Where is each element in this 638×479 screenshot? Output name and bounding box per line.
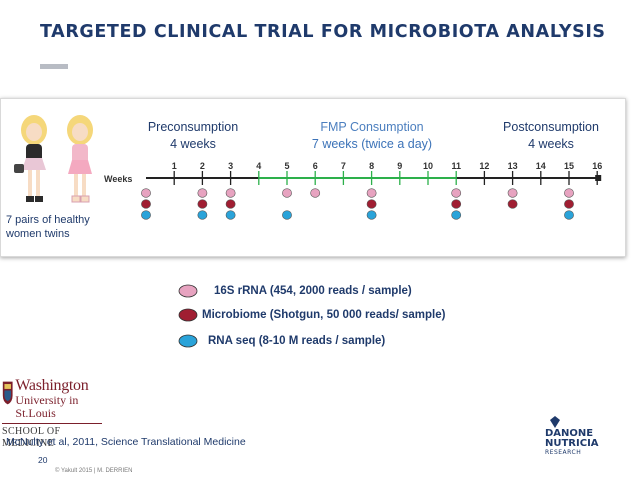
phase-duration: 7 weeks (twice a day): [311, 137, 433, 151]
tick-label: 11: [451, 161, 461, 171]
legend-swatch-icon: [178, 334, 198, 348]
logo-line: SCHOOL OF MEDICINE: [2, 423, 102, 450]
sample-dot-microbiome: [564, 199, 574, 209]
sample-dot-microbiome: [366, 199, 377, 209]
title-underline: [40, 64, 68, 69]
legend-label: 16S rRNA (454, 2000 reads / sample): [214, 285, 412, 297]
sample-dot-16s: [564, 188, 574, 198]
sample-dot-rnaseq: [225, 210, 236, 220]
tick-label: 13: [508, 161, 518, 171]
sample-dot-microbiome: [451, 199, 462, 209]
sample-dot-microbiome: [141, 199, 151, 209]
phase-label: FMP Consumption: [320, 120, 424, 134]
logo-line: RESEARCH: [545, 449, 582, 456]
sample-dot-rnaseq: [197, 210, 208, 220]
phase-label: Postconsumption: [503, 120, 599, 134]
phase-duration: 4 weeks: [528, 137, 574, 151]
tick-label: 4: [256, 161, 261, 171]
legend-label: RNA seq (8-10 M reads / sample): [208, 335, 386, 347]
copyright: © Yakult 2015 | M. DERRIEN: [55, 468, 133, 474]
twin-figure-right: [67, 115, 93, 203]
tick-label: 2: [200, 161, 205, 171]
sample-dot-16s: [197, 188, 208, 198]
logo-line: Washington: [15, 377, 89, 394]
timeline-end-marker: [595, 175, 602, 181]
legend-label: Microbiome (Shotgun, 50 000 reads/ sampl…: [202, 309, 446, 321]
tick-label: 12: [479, 161, 489, 171]
sample-dot-rnaseq: [366, 210, 377, 220]
tick-label: 1: [172, 161, 177, 171]
axis-label: Weeks: [104, 174, 132, 184]
logo-line: University in St.Louis: [15, 393, 79, 420]
sample-dot-16s: [310, 188, 321, 198]
logo-line: DANONE: [545, 428, 594, 439]
tick-label: 15: [564, 161, 574, 171]
phase-fmp-consumption: FMP Consumption 7 weeks (twice a day): [282, 119, 462, 153]
tick-label: 7: [341, 161, 346, 171]
shield-icon: [2, 381, 13, 405]
logo-line: NUTRICIA: [545, 438, 599, 449]
legend-swatch-icon: [178, 308, 198, 322]
sample-dot-16s: [507, 188, 518, 198]
phase-duration: 4 weeks: [170, 137, 216, 151]
legend-swatch-icon: [178, 284, 198, 298]
danone-logo: DANONE NUTRICIA RESEARCH: [545, 415, 625, 456]
page-number: 20: [38, 455, 48, 465]
sample-dot-microbiome: [197, 199, 208, 209]
participants-label: 7 pairs of healthy women twins: [6, 214, 90, 240]
phase-preconsumption: Preconsumption 4 weeks: [138, 119, 248, 153]
tick-label: 10: [423, 161, 433, 171]
sample-dot-16s: [225, 188, 236, 198]
tick-label: 9: [397, 161, 402, 171]
sample-dot-rnaseq: [282, 210, 292, 220]
sample-dot-microbiome: [225, 199, 236, 209]
phase-label: Preconsumption: [147, 120, 239, 134]
tick-label: 6: [313, 161, 318, 171]
danone-emblem-icon: [550, 416, 560, 428]
tick-label: 16: [592, 161, 602, 171]
twin-figure-left: [14, 115, 47, 202]
sample-dot-16s: [451, 188, 462, 198]
sample-dot-rnaseq: [564, 210, 574, 220]
sample-dot-rnaseq: [141, 210, 151, 220]
washington-university-logo: Washington University in St.Louis SCHOOL…: [2, 378, 102, 450]
tick-label: 8: [369, 161, 374, 171]
citation: McNulty et al, 2011, Science Translation…: [6, 436, 246, 448]
slide-title: TARGETED CLINICAL TRIAL FOR MICROBIOTA A…: [40, 22, 606, 42]
sample-dot-16s: [366, 188, 377, 198]
tick-label: 14: [536, 161, 546, 171]
sample-dot-microbiome: [507, 199, 518, 209]
sample-dot-16s: [141, 188, 151, 198]
tick-label: 3: [228, 161, 233, 171]
phase-postconsumption: Postconsumption 4 weeks: [492, 119, 610, 153]
tick-label: 5: [284, 161, 289, 171]
sample-dot-16s: [282, 188, 292, 198]
twins-illustration: [14, 115, 93, 203]
sample-dot-rnaseq: [451, 210, 462, 220]
